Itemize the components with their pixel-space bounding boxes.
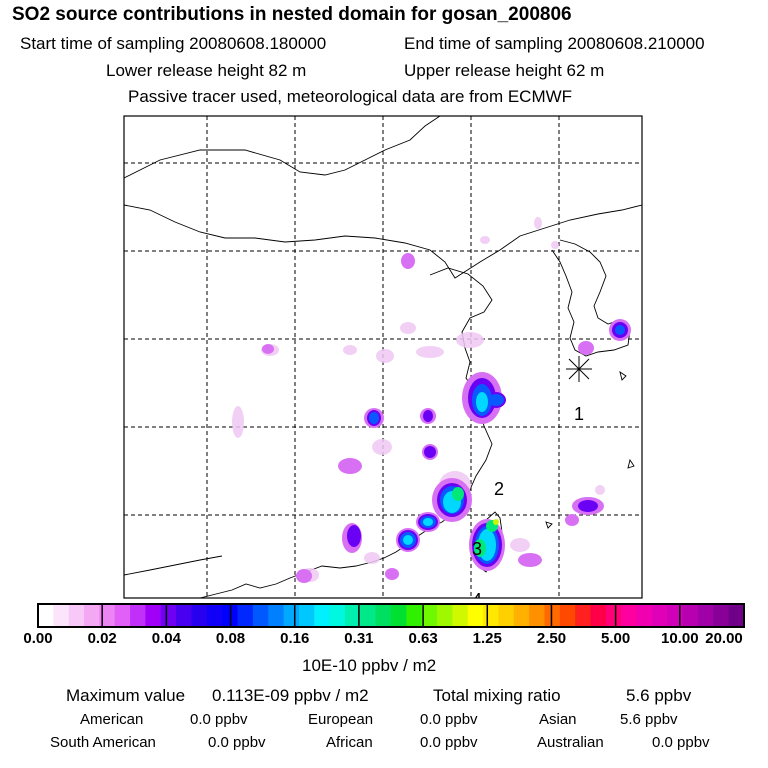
- colorbar-cell: [191, 604, 208, 627]
- colorbar-unit: 10E-10 ppbv / m2: [302, 656, 437, 675]
- lower-release-height: Lower release height 82 m: [106, 61, 307, 80]
- colorbar-cell: [667, 604, 684, 627]
- colorbar-cell: [406, 604, 423, 627]
- colorbar-cell: [483, 604, 500, 627]
- region-south-american-value: 0.0 ppbv: [208, 734, 266, 751]
- colorbar-cell: [53, 604, 70, 627]
- max-value: 0.113E-09 ppbv / m2: [212, 686, 369, 705]
- colorbar-cell: [713, 604, 730, 627]
- concentration-field: [232, 217, 631, 583]
- region-australian-name: Australian: [537, 734, 604, 751]
- region-south-american-name: South American: [50, 734, 156, 751]
- colorbar-cell: [559, 604, 576, 627]
- colorbar-cell: [114, 604, 131, 627]
- colorbar-cell: [452, 604, 469, 627]
- colorbar-tick-label: 0.00: [23, 630, 53, 647]
- colorbar-cell: [590, 604, 607, 627]
- colorbar-tick-label: 10.00: [661, 630, 699, 647]
- colorbar-cell: [437, 604, 453, 627]
- colorbar-cell: [145, 604, 162, 627]
- region-australian-value: 0.0 ppbv: [652, 734, 710, 751]
- colorbar-cells: [38, 604, 745, 627]
- end-sampling-time: End time of sampling 20080608.210000: [404, 34, 705, 53]
- colorbar-cell: [513, 604, 530, 627]
- trajectory-label-2: 2: [494, 479, 504, 499]
- colorbar-cell: [38, 604, 54, 627]
- total-mixing-label: Total mixing ratio: [433, 686, 561, 705]
- colorbar-cell: [314, 604, 331, 627]
- tracer-note: Passive tracer used, meteorological data…: [128, 87, 573, 106]
- colorbar-cell: [237, 604, 254, 627]
- chart-title: SO2 source contributions in nested domai…: [12, 4, 572, 25]
- region-european-value: 0.0 ppbv: [420, 711, 478, 728]
- colorbar-frame: [37, 603, 745, 628]
- colorbar-tick-label: 5.00: [601, 630, 631, 647]
- region-american-name: American: [80, 711, 144, 728]
- colorbar-cell: [329, 604, 346, 627]
- trajectory-label-1: 1: [574, 404, 584, 424]
- colorbar-tick-label: 2.50: [536, 630, 567, 647]
- colorbar-cell: [651, 604, 668, 627]
- colorbar-cell: [298, 604, 315, 627]
- region-african-name: African: [326, 734, 373, 751]
- colorbar-cell: [498, 604, 515, 627]
- max-value-label: Maximum value: [66, 686, 186, 705]
- colorbar-cell: [206, 604, 223, 627]
- colorbar-cell: [160, 604, 177, 627]
- receptor-marker: [566, 356, 592, 382]
- upper-release-height: Upper release height 62 m: [404, 61, 605, 80]
- map-frame: [123, 115, 643, 599]
- colorbar-cell: [360, 604, 377, 627]
- colorbar-cell: [467, 604, 484, 627]
- colorbar-cell: [697, 604, 714, 627]
- colorbar-cell: [575, 604, 592, 627]
- region-american-value: 0.0 ppbv: [190, 711, 248, 728]
- colorbar-tick-label: 0.08: [215, 630, 246, 647]
- colorbar-cell: [130, 604, 147, 627]
- colorbar-cell: [421, 604, 438, 627]
- colorbar-cell: [728, 604, 745, 627]
- trajectory-label-3: 3: [472, 539, 482, 559]
- colorbar-cell: [68, 604, 85, 627]
- total-mixing-value: 5.6 ppbv: [626, 686, 692, 705]
- colorbar-cell: [252, 604, 269, 627]
- colorbar-cell: [529, 604, 546, 627]
- colorbar-cell: [84, 604, 100, 627]
- colorbar-tick-label: 0.02: [87, 630, 117, 647]
- colorbar-cell: [283, 604, 300, 627]
- colorbar-tick-label: 0.63: [408, 630, 438, 647]
- colorbar-cell: [99, 604, 116, 627]
- trajectory-label-4: 4: [472, 590, 482, 610]
- colorbar-cell: [605, 604, 622, 627]
- colorbar-cell: [544, 604, 561, 627]
- colorbar-tick-label: 0.16: [280, 630, 310, 647]
- colorbar-cell: [268, 604, 285, 627]
- colorbar-cell: [621, 604, 638, 627]
- colorbar-tick-label: 0.31: [344, 630, 374, 647]
- colorbar-cell: [682, 604, 699, 627]
- region-african-value: 0.0 ppbv: [420, 734, 478, 751]
- colorbar-cell: [344, 604, 361, 627]
- colorbar-tick-label: 20.00: [705, 630, 743, 647]
- colorbar-cell: [636, 604, 653, 627]
- colorbar-dividers: [101, 604, 681, 627]
- region-asian-value: 5.6 ppbv: [620, 711, 678, 728]
- colorbar-tick-label: 1.25: [472, 630, 502, 647]
- colorbar-tick-label: 0.04: [151, 630, 181, 647]
- colorbar-cell: [391, 604, 407, 627]
- colorbar-cell: [176, 604, 193, 627]
- region-european-name: European: [308, 711, 374, 728]
- start-sampling-time: Start time of sampling 20080608.180000: [20, 34, 327, 53]
- colorbar-cell: [375, 604, 392, 627]
- region-asian-name: Asian: [539, 711, 577, 728]
